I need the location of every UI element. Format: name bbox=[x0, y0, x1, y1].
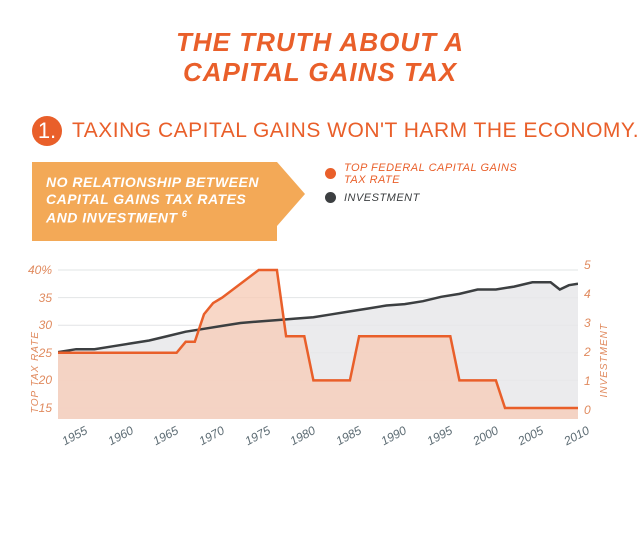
xtick: 1965 bbox=[148, 418, 181, 448]
section-header: 1. TAXING CAPITAL GAINS WON'T HARM THE E… bbox=[32, 116, 640, 146]
xtick: 1955 bbox=[57, 418, 90, 448]
legend-dot-invest bbox=[325, 192, 336, 203]
xtick: 1960 bbox=[103, 418, 136, 448]
xtick: 1975 bbox=[239, 418, 272, 448]
ytick-right: 5 bbox=[578, 258, 591, 272]
ytick-left: 20 bbox=[39, 373, 58, 387]
ytick-left: 30 bbox=[39, 318, 58, 332]
legend-label-rate: TOP FEDERAL CAPITAL GAINS TAX RATE bbox=[344, 162, 517, 186]
xtick: 2000 bbox=[467, 418, 500, 448]
legend-dot-rate bbox=[325, 168, 336, 179]
infographic-root: THE TRUTH ABOUT A CAPITAL GAINS TAX 1. T… bbox=[0, 28, 640, 547]
ytick-left: 15 bbox=[39, 401, 58, 415]
ytick-right: 2 bbox=[578, 345, 591, 359]
xtick: 1980 bbox=[285, 418, 318, 448]
y-axis-right-title: INVESTMENT bbox=[599, 323, 610, 397]
legend-item-rate: TOP FEDERAL CAPITAL GAINS TAX RATE bbox=[325, 162, 517, 186]
legend-item-invest: INVESTMENT bbox=[325, 192, 517, 204]
xtick: 1995 bbox=[422, 418, 455, 448]
main-title: THE TRUTH ABOUT A CAPITAL GAINS TAX bbox=[0, 28, 640, 88]
ytick-left: 40% bbox=[28, 263, 58, 277]
ytick-right: 1 bbox=[578, 374, 591, 388]
title-line2: CAPITAL GAINS TAX bbox=[183, 57, 457, 87]
xtick: 1985 bbox=[331, 418, 364, 448]
banner-line3: AND INVESTMENT bbox=[46, 209, 177, 225]
banner-line1: NO RELATIONSHIP BETWEEN bbox=[46, 174, 259, 190]
title-line1: THE TRUTH ABOUT A bbox=[176, 27, 464, 57]
ytick-right: 0 bbox=[578, 403, 591, 417]
ytick-right: 4 bbox=[578, 287, 591, 301]
section-number-badge: 1. bbox=[32, 116, 62, 146]
section-heading: TAXING CAPITAL GAINS WON'T HARM THE ECON… bbox=[72, 119, 639, 143]
xtick: 1990 bbox=[376, 418, 409, 448]
callout-banner: NO RELATIONSHIP BETWEEN CAPITAL GAINS TA… bbox=[32, 162, 277, 241]
dual-axis-chart bbox=[58, 259, 578, 419]
section-number: 1. bbox=[38, 118, 56, 144]
legend: TOP FEDERAL CAPITAL GAINS TAX RATE INVES… bbox=[325, 162, 517, 210]
ytick-right: 3 bbox=[578, 316, 591, 330]
banner-row: NO RELATIONSHIP BETWEEN CAPITAL GAINS TA… bbox=[32, 162, 640, 241]
chart-plot-area: 152025303540%012345195519601965197019751… bbox=[58, 259, 578, 419]
xtick: 2005 bbox=[513, 418, 546, 448]
ytick-left: 35 bbox=[39, 291, 58, 305]
legend-label-invest: INVESTMENT bbox=[344, 192, 420, 204]
ytick-left: 25 bbox=[39, 346, 58, 360]
banner-line2: CAPITAL GAINS TAX RATES bbox=[46, 191, 246, 207]
banner-footnote: 6 bbox=[182, 209, 188, 219]
chart-zone: TOP TAX RATE INVESTMENT 152025303540%012… bbox=[32, 259, 608, 419]
xtick: 1970 bbox=[194, 418, 227, 448]
xtick: 2010 bbox=[559, 418, 592, 448]
